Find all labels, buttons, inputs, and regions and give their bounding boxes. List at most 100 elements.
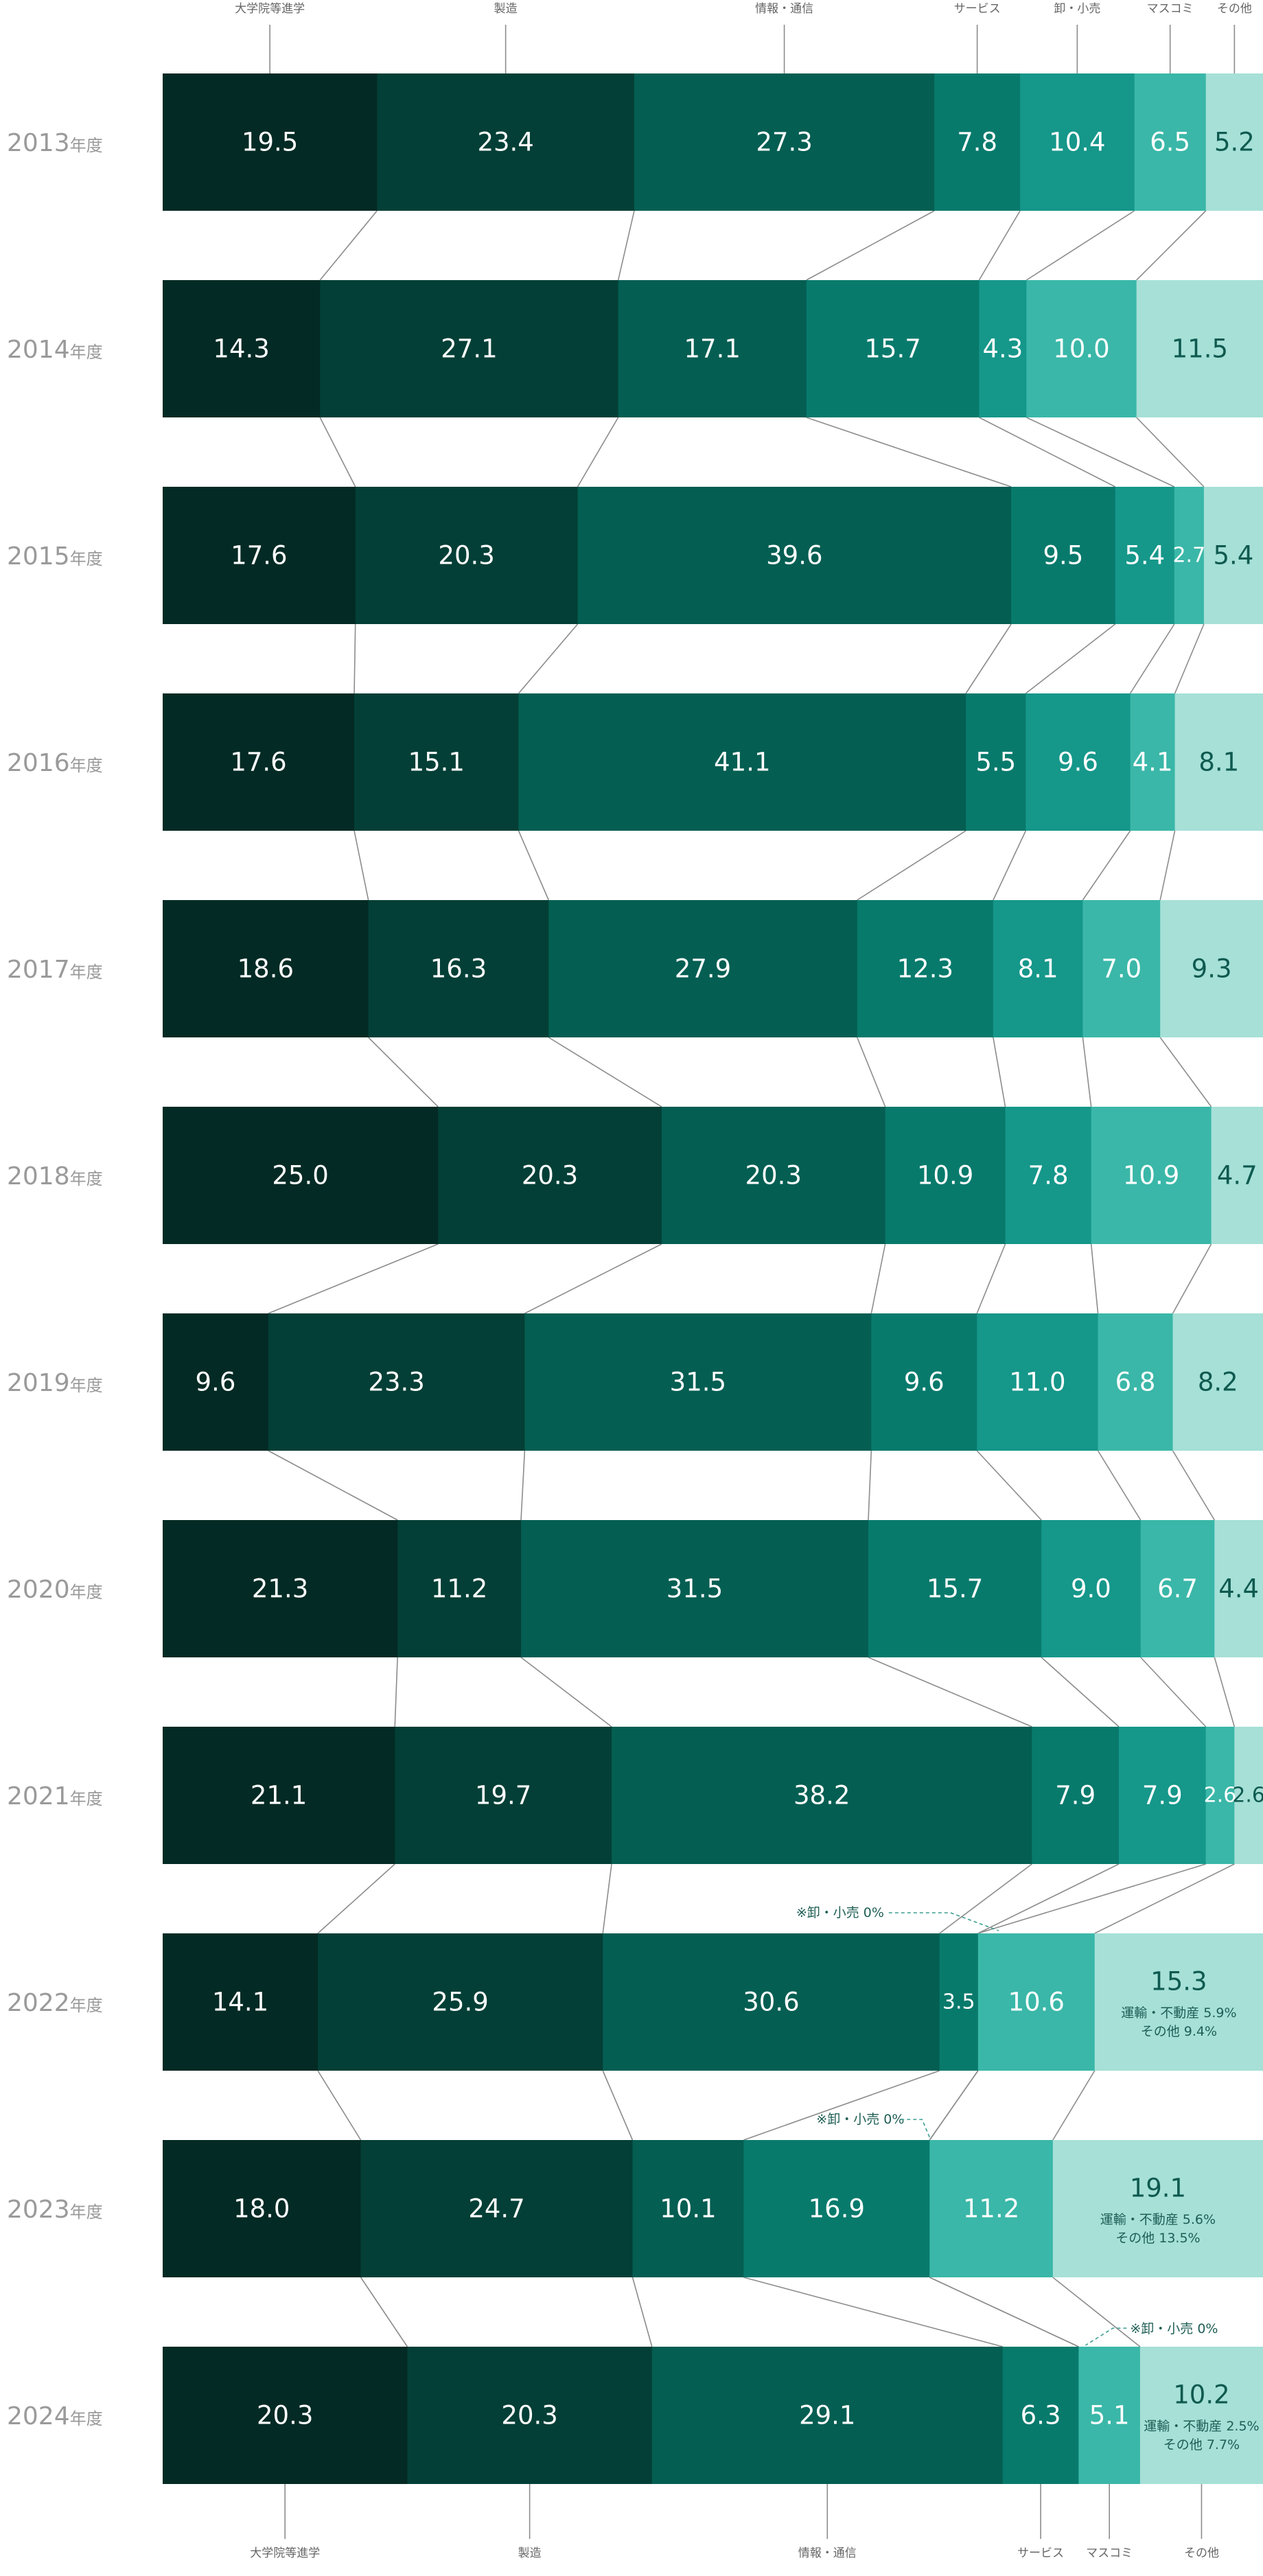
bar-segment xyxy=(1134,73,1207,211)
value-label: 8.2 xyxy=(1198,1368,1238,1397)
connector-line xyxy=(518,623,579,694)
connector-line xyxy=(354,830,369,901)
value-label: 12.3 xyxy=(897,954,953,984)
bottom-axis-label: 製造 xyxy=(518,2546,542,2560)
value-label: 16.9 xyxy=(809,2194,865,2224)
bar-segment xyxy=(632,2140,744,2277)
value-label: 7.8 xyxy=(957,128,997,157)
bar-segment xyxy=(929,2140,1054,2277)
value-label: 6.5 xyxy=(1150,128,1190,157)
year-label: 2017年度 xyxy=(7,956,103,984)
connector-line xyxy=(806,210,935,281)
connector-line xyxy=(360,2277,408,2347)
value-label: 10.6 xyxy=(1008,1988,1065,2017)
bar-segment xyxy=(518,693,966,831)
bar-segment xyxy=(857,900,994,1037)
value-label: 5.5 xyxy=(975,748,1016,777)
bar-segment xyxy=(1119,1727,1207,1864)
bar-segment xyxy=(163,693,355,831)
connector-line xyxy=(317,1863,395,1934)
bar-segment xyxy=(1234,1727,1263,1864)
bottom-axis-label: 情報・通信 xyxy=(798,2546,857,2560)
value-label: 4.3 xyxy=(982,334,1023,364)
bar-segment xyxy=(651,2347,1004,2484)
value-label: 27.9 xyxy=(675,954,731,984)
connector-line xyxy=(518,830,549,901)
connector-line xyxy=(520,1450,526,1521)
bottom-axis-label: サービス xyxy=(1017,2546,1064,2560)
bar-segment xyxy=(1136,280,1263,417)
value-label: 10.0 xyxy=(1053,334,1109,364)
year-label: 2014年度 xyxy=(7,336,103,364)
connector-line xyxy=(319,210,378,281)
bar-segment xyxy=(1140,1520,1215,1657)
connector-line xyxy=(1026,210,1135,281)
value-label: 14.3 xyxy=(213,334,269,364)
value-label: 5.1 xyxy=(1089,2401,1130,2430)
connector-line xyxy=(939,1863,1032,1934)
value-label: 20.3 xyxy=(745,1161,802,1191)
connector-line xyxy=(602,1863,612,1934)
top-axis-label: サービス xyxy=(954,2,1001,16)
value-label: 41.1 xyxy=(714,748,770,777)
connector-line xyxy=(977,1863,1120,1934)
value-label: 29.1 xyxy=(799,2401,855,2430)
value-label: 30.6 xyxy=(743,1988,799,2017)
connector-line xyxy=(857,830,966,901)
year-label: 2023年度 xyxy=(7,2196,103,2224)
connector-line xyxy=(1041,1657,1120,1727)
bar-segment xyxy=(360,2140,633,2277)
bar-segment xyxy=(163,1107,439,1244)
value-label: 9.5 xyxy=(1043,541,1083,571)
bar-segment xyxy=(163,1933,318,2071)
connector-line xyxy=(1214,1657,1236,1727)
connector-line xyxy=(1094,1863,1235,1934)
bar-segment xyxy=(1098,1313,1174,1451)
bar-segment xyxy=(1130,693,1176,831)
value-label: 2.6 xyxy=(1204,1784,1237,1808)
bar-segment xyxy=(1041,1520,1142,1657)
connector-line xyxy=(1082,830,1131,901)
value-label: 39.6 xyxy=(766,541,822,571)
year-label: 2015年度 xyxy=(7,542,103,571)
value-label: 9.6 xyxy=(1058,748,1098,777)
connector-line xyxy=(965,623,1012,694)
connector-line xyxy=(1174,623,1205,694)
breakdown-label: 運輸・不動産 5.6% xyxy=(1100,2212,1216,2227)
connector-line xyxy=(868,1450,872,1521)
value-label: 18.6 xyxy=(237,954,294,984)
year-label: 2020年度 xyxy=(7,1576,103,1604)
value-label: 15.7 xyxy=(864,334,920,364)
bar-segment xyxy=(163,1313,269,1451)
value-label: 4.7 xyxy=(1217,1161,1258,1191)
bar-segment xyxy=(1172,1313,1263,1451)
connector-line xyxy=(857,1037,886,1107)
value-label: 31.5 xyxy=(670,1368,726,1397)
value-label: 27.3 xyxy=(756,128,812,157)
connector-lines xyxy=(268,210,1236,2347)
connector-line xyxy=(577,417,619,487)
breakdown-label: その他 7.7% xyxy=(1163,2437,1240,2452)
value-label: 11.0 xyxy=(1009,1368,1065,1397)
bar-segment xyxy=(993,900,1083,1037)
callout-line xyxy=(901,2119,931,2138)
value-label: 16.3 xyxy=(430,954,487,984)
connector-line xyxy=(978,210,1021,281)
bar-segment xyxy=(1174,487,1205,624)
value-label: 25.9 xyxy=(432,1988,488,2017)
connector-line xyxy=(1097,1450,1142,1521)
bar-segment xyxy=(661,1107,886,1244)
connector-line xyxy=(1129,623,1175,694)
value-label: 31.5 xyxy=(667,1574,723,1604)
bar-segment xyxy=(979,280,1027,417)
connector-line xyxy=(632,2277,653,2347)
value-label: 7.9 xyxy=(1055,1781,1096,1810)
connector-line xyxy=(268,1243,439,1314)
bar-segment xyxy=(634,73,935,211)
connector-line xyxy=(979,417,1116,487)
value-label: 7.0 xyxy=(1101,954,1142,984)
value-label: 11.2 xyxy=(963,2194,1019,2224)
breakdown-label: 運輸・不動産 5.9% xyxy=(1121,2005,1236,2021)
